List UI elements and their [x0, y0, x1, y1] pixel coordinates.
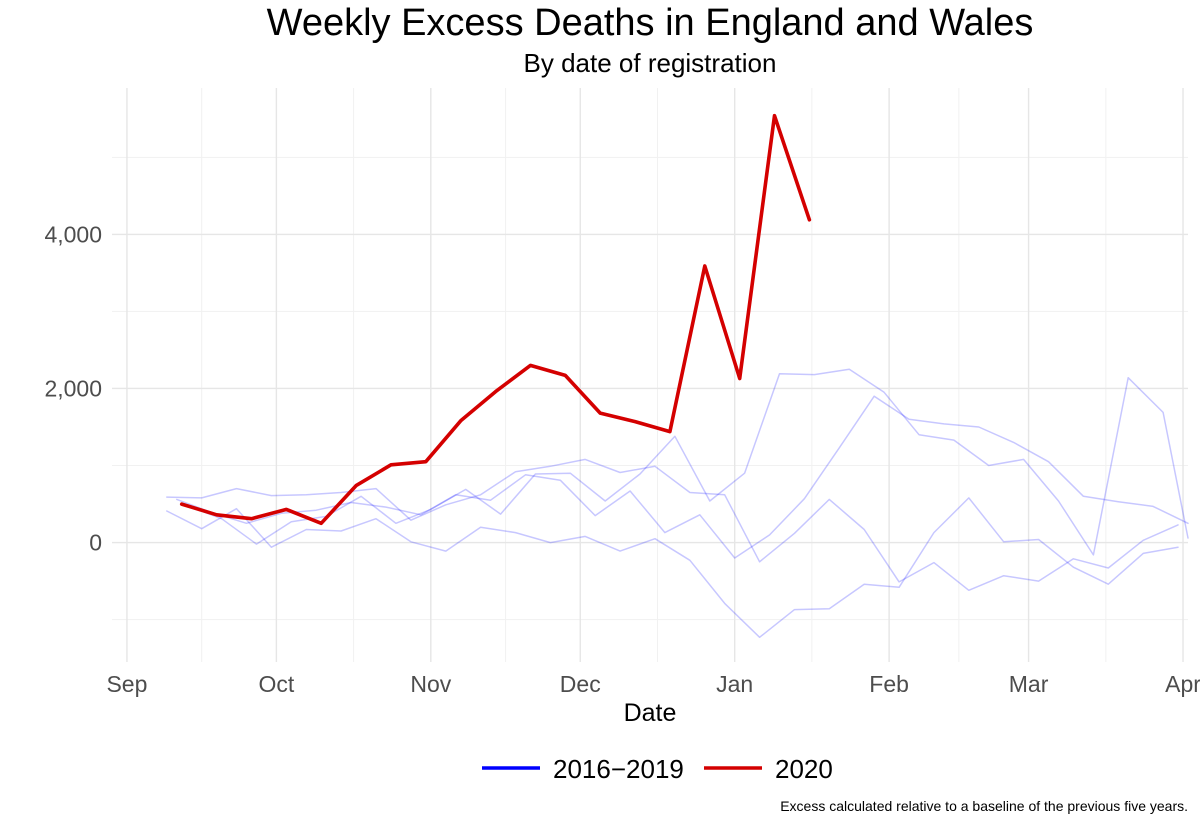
y-tick-label: 0	[89, 530, 102, 556]
x-tick-label: Jan	[716, 671, 753, 697]
series-line-2016-2019-1	[166, 458, 1179, 592]
series-line-2020	[179, 113, 812, 526]
chart-title: Weekly Excess Deaths in England and Wale…	[267, 2, 1034, 44]
legend-label-2020: 2020	[775, 754, 833, 784]
series-layer	[166, 113, 1189, 639]
gridlines	[112, 88, 1188, 662]
x-axis-ticks: Sep Oct Nov Dec Jan Feb Mar Apr	[106, 671, 1200, 697]
x-tick-label: Mar	[1009, 671, 1049, 697]
legend-item-2020: 2020	[704, 754, 833, 784]
y-tick-label: 4,000	[44, 221, 102, 247]
x-tick-label: Oct	[258, 671, 294, 697]
chart-caption: Excess calculated relative to a baseline…	[780, 798, 1188, 814]
series-line-2016-2019-4	[185, 368, 1189, 556]
x-tick-label: Nov	[410, 671, 451, 697]
x-tick-label: Feb	[869, 671, 909, 697]
legend-label-2016-2019: 2016−2019	[553, 754, 684, 784]
y-axis-ticks: 0 2,000 4,000	[44, 221, 102, 555]
x-tick-label: Sep	[106, 671, 147, 697]
series-line-2016-2019-3	[176, 395, 1189, 559]
chart-subtitle: By date of registration	[524, 48, 777, 78]
x-tick-label: Apr	[1165, 671, 1200, 697]
series-line-2016-2019-2	[166, 497, 1179, 639]
x-axis-title: Date	[624, 699, 677, 727]
legend: 2016−2019 2020	[482, 754, 833, 784]
y-tick-label: 2,000	[44, 375, 102, 401]
legend-item-2016-2019: 2016−2019	[482, 754, 684, 784]
x-tick-label: Dec	[560, 671, 601, 697]
